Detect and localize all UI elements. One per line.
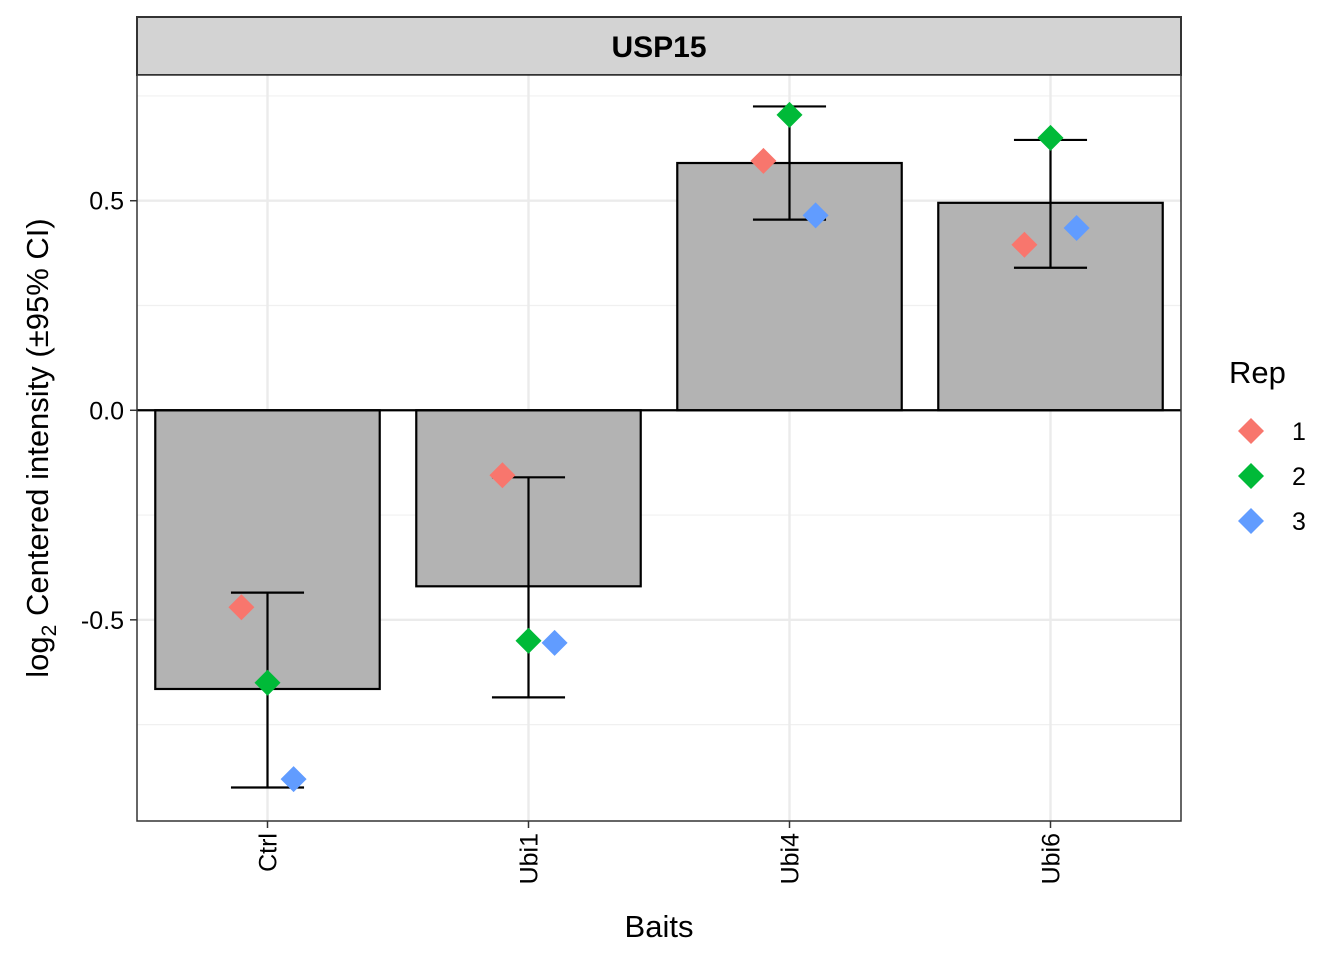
facet-title: USP15 bbox=[611, 31, 706, 64]
point-rep2-ubi6 bbox=[1037, 124, 1064, 151]
y-tick-label: -0.5 bbox=[81, 607, 124, 635]
legend-label: 1 bbox=[1292, 418, 1306, 446]
x-tick-label: Ubi6 bbox=[1038, 833, 1066, 884]
point-rep2-ubi1 bbox=[515, 627, 542, 654]
point-rep3-ubi4 bbox=[802, 202, 829, 229]
legend-key-rep2 bbox=[1238, 463, 1264, 489]
x-tick-label: Ctrl bbox=[255, 833, 283, 872]
point-rep1-ubi6 bbox=[1011, 231, 1038, 258]
point-rep1-ubi4 bbox=[750, 147, 777, 174]
point-rep3-ubi1 bbox=[541, 629, 568, 656]
x-tick-label: Ubi1 bbox=[516, 833, 544, 884]
point-rep2-ctrl bbox=[254, 669, 281, 696]
y-axis-title-prefix: log bbox=[20, 636, 55, 677]
y-axis: -0.5 0.0 0.5 bbox=[81, 188, 137, 635]
x-axis-title: Baits bbox=[625, 909, 694, 944]
legend-key-rep1 bbox=[1238, 418, 1264, 444]
legend: 1 2 3 bbox=[1238, 418, 1306, 536]
point-rep1-ubi1 bbox=[489, 462, 516, 489]
points bbox=[228, 101, 1090, 793]
y-axis-title-suffix: Centered intensity (±95% CI) bbox=[20, 218, 55, 624]
y-axis-title-subscript: 2 bbox=[38, 625, 61, 637]
point-rep3-ctrl bbox=[280, 766, 307, 793]
x-axis: Ctrl Ubi1 Ubi4 Ubi6 bbox=[255, 821, 1066, 884]
legend-title: Rep bbox=[1229, 355, 1286, 390]
legend-label: 3 bbox=[1292, 508, 1306, 536]
facet-strip bbox=[136, 16, 1182, 76]
y-axis-title: log2 Centered intensity (±95% CI) bbox=[20, 218, 61, 677]
legend-key-rep3 bbox=[1238, 508, 1264, 534]
x-tick-label: Ubi4 bbox=[777, 833, 805, 885]
point-rep3-ubi6 bbox=[1063, 214, 1090, 241]
legend-label: 2 bbox=[1292, 463, 1306, 491]
y-tick-label: 0.5 bbox=[89, 188, 124, 216]
point-rep2-ubi4 bbox=[776, 101, 803, 128]
point-rep1-ctrl bbox=[228, 594, 255, 621]
plot-border bbox=[136, 74, 1182, 822]
y-tick-label: 0.0 bbox=[89, 397, 124, 425]
